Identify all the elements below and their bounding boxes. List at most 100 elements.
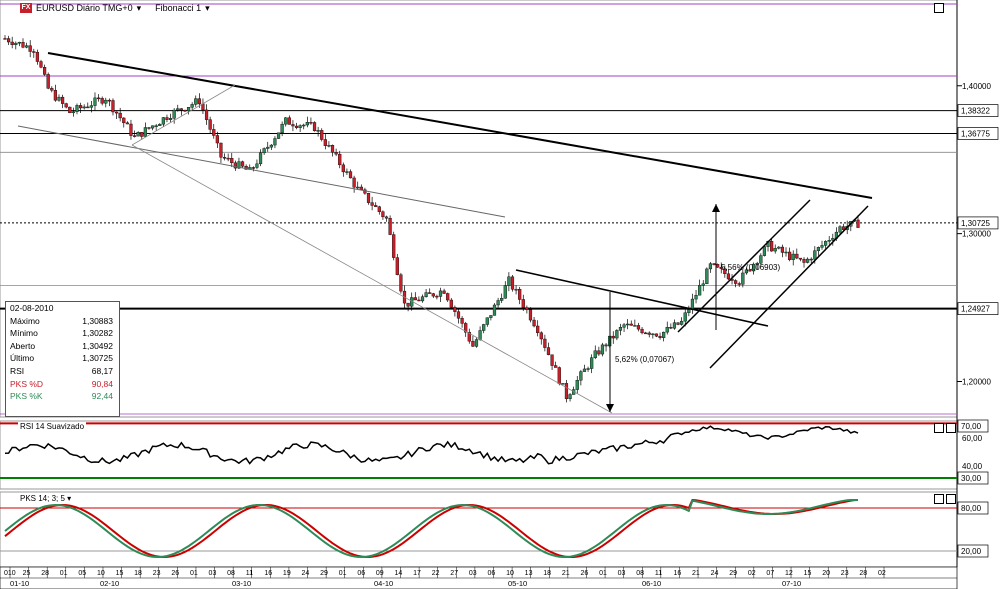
candle-body: [291, 124, 295, 127]
candle-body: [147, 127, 151, 129]
info-row-open: Aberto 1,30492: [6, 340, 119, 353]
pks-panel: [0, 491, 958, 568]
candle-body: [165, 117, 169, 120]
info-date: 02-08-2010: [10, 303, 54, 313]
candle-body: [813, 250, 817, 260]
candle-body: [687, 309, 691, 313]
candle-body: [752, 263, 756, 272]
x-tick-label: 14: [395, 570, 403, 577]
candle-body: [795, 253, 799, 259]
x-tick-label: 03: [469, 570, 477, 577]
candle-body: [698, 285, 702, 296]
candle-body: [640, 328, 644, 334]
candle-body: [705, 268, 709, 285]
candle-body: [305, 122, 309, 126]
rsi-level-label: 30,00: [961, 474, 982, 483]
y-tick-label: 1,20000: [962, 378, 991, 387]
candle-body: [244, 166, 248, 170]
candle-body: [280, 123, 284, 134]
candle-body: [258, 152, 263, 165]
chart-title-dropdown-icon[interactable]: ▾: [136, 2, 142, 13]
candle-body: [240, 161, 245, 167]
candle-body: [453, 307, 457, 312]
candle-body: [114, 111, 119, 114]
candle-body: [136, 132, 140, 137]
candle-body: [96, 97, 101, 100]
x-tick-label: 06: [357, 570, 365, 577]
x-month-label: 06-10: [642, 579, 661, 588]
candle-body: [6, 38, 11, 43]
pks-level-box: [957, 544, 989, 558]
candle-body: [651, 333, 655, 336]
candle-body: [676, 322, 680, 325]
candle-body: [694, 294, 698, 300]
candle-body: [690, 298, 695, 310]
pks-line-d: [4, 498, 859, 559]
close-rsi-panel-button[interactable]: [946, 423, 956, 433]
candle-body: [233, 162, 237, 169]
candle-body: [323, 139, 327, 146]
candle-body: [28, 45, 32, 52]
candle-body: [35, 51, 39, 62]
x-tick-label: 21: [692, 570, 700, 577]
candle-body: [521, 299, 525, 308]
candle-body: [798, 257, 803, 260]
close-pks-panel-button[interactable]: [946, 494, 956, 504]
x-tick-label: 18: [543, 570, 551, 577]
candle-body: [467, 332, 471, 342]
candle-body: [536, 325, 540, 333]
candle-body: [17, 42, 21, 44]
candle-body: [388, 218, 392, 235]
candle-body: [485, 317, 489, 325]
candle-body: [201, 103, 205, 111]
trend-line-down: [47, 52, 873, 199]
x-tick-label: 18: [134, 570, 142, 577]
info-label: RSI: [10, 365, 25, 376]
candle-body: [406, 302, 410, 307]
x-tick-label: 20: [822, 570, 830, 577]
candle-body: [381, 211, 385, 218]
annotation-label: 5,62% (0,07067): [615, 355, 674, 364]
candle-body: [716, 264, 720, 268]
candle-body: [154, 125, 158, 127]
maximize-rsi-panel-button[interactable]: [934, 423, 944, 433]
candle-body: [478, 330, 482, 340]
candle-body: [143, 127, 147, 137]
candle-body: [633, 325, 637, 327]
candle-body: [352, 177, 356, 188]
drawing-tool-dropdown-icon[interactable]: ▾: [205, 2, 210, 13]
pks-dropdown-icon[interactable]: ▾: [67, 494, 72, 503]
candle-body: [712, 263, 716, 265]
candle-body: [543, 338, 547, 348]
pks-title: PKS 14; 3; 5 ▾: [18, 494, 74, 503]
candle-body: [460, 318, 464, 324]
price-level-label: 1,24927: [961, 305, 990, 314]
candle-body: [68, 106, 72, 114]
candle-body: [514, 288, 518, 291]
maximize-pks-panel-button[interactable]: [934, 494, 944, 504]
candle-body: [60, 96, 65, 104]
price-level-box: [957, 302, 999, 316]
candle-body: [561, 383, 565, 385]
candle-body: [554, 365, 558, 368]
candle-body: [701, 283, 705, 286]
candle-body: [827, 240, 831, 242]
maximize-price-panel-button[interactable]: [934, 3, 944, 13]
candle-body: [669, 327, 673, 329]
candle-body: [550, 354, 554, 366]
candle-body: [294, 125, 299, 128]
x-month-label: 05-10: [508, 579, 527, 588]
info-value: 68,17: [91, 365, 113, 376]
candle-body: [320, 130, 324, 140]
pks-tick-label: 20,00: [961, 547, 982, 556]
candle-body: [734, 280, 738, 284]
x-tick-label: 23: [153, 570, 161, 577]
candle-body: [204, 109, 209, 120]
x-tick-label: 26: [171, 570, 179, 577]
x-tick-label: 29: [729, 570, 737, 577]
candle-body: [604, 344, 608, 347]
candle-body: [392, 234, 396, 258]
x-tick-label: 27: [450, 570, 458, 577]
info-row-max: Máximo 1,30883: [6, 315, 119, 328]
